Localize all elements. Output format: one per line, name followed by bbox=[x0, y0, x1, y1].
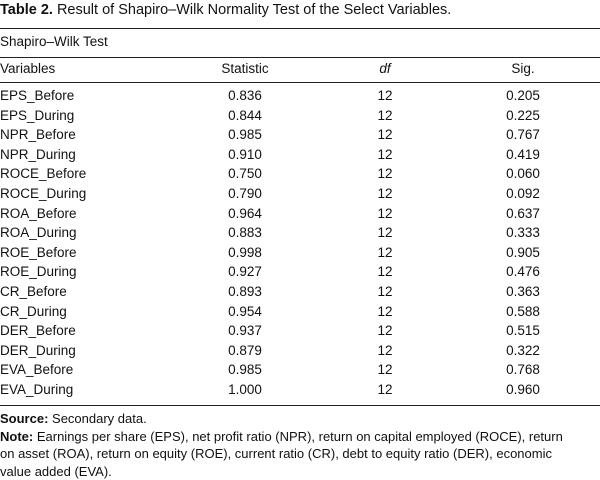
column-header-row: Variables Statistic df Sig. bbox=[0, 59, 600, 79]
column-header-variables: Variables bbox=[0, 61, 56, 76]
table-row: NPR_Before 0.985 12 0.767 bbox=[0, 125, 600, 145]
table-row: ROE_Before 0.998 12 0.905 bbox=[0, 243, 600, 263]
cell-variable: ROA_Before bbox=[0, 205, 77, 221]
cell-variable: DER_Before bbox=[0, 323, 76, 339]
table-row: EPS_During 0.844 12 0.225 bbox=[0, 106, 600, 126]
table-caption: Table 2. Result of Shapiro–Wilk Normalit… bbox=[0, 0, 451, 20]
table-row: CR_During 0.954 12 0.588 bbox=[0, 302, 600, 322]
caption-label: Table 2. bbox=[0, 2, 53, 18]
cell-variable: DER_During bbox=[0, 342, 76, 358]
source-note: Source: Secondary data. bbox=[0, 410, 600, 428]
table-row: ROCE_Before 0.750 12 0.060 bbox=[0, 164, 600, 184]
table-row: DER_Before 0.937 12 0.515 bbox=[0, 321, 600, 341]
cell-variable: CR_During bbox=[0, 303, 67, 319]
table-row: EVA_Before 0.985 12 0.768 bbox=[0, 360, 600, 380]
table-row: ROE_During 0.927 12 0.476 bbox=[0, 262, 600, 282]
note-label: Note: bbox=[0, 428, 34, 444]
table-row: NPR_During 0.910 12 0.419 bbox=[0, 145, 600, 165]
cell-variable: NPR_During bbox=[0, 146, 76, 162]
cell-variable: ROCE_Before bbox=[0, 166, 87, 182]
table-row: ROA_Before 0.964 12 0.637 bbox=[0, 204, 600, 224]
table-row: CR_Before 0.893 12 0.363 bbox=[0, 282, 600, 302]
cell-variable: EPS_During bbox=[0, 107, 75, 123]
note-text-line-3: value added (EVA). bbox=[0, 463, 112, 479]
table-footnotes: Source: Secondary data. Note: Earnings p… bbox=[0, 410, 600, 480]
abbreviation-note-line-1: Note: Earnings per share (EPS), net prof… bbox=[0, 428, 600, 446]
table-row: ROCE_During 0.790 12 0.092 bbox=[0, 184, 600, 204]
source-label: Source: bbox=[0, 411, 49, 426]
table-row: EVA_During 1.000 12 0.960 bbox=[0, 380, 600, 400]
note-text-line-1: Earnings per share (EPS), net profit rat… bbox=[36, 428, 563, 444]
header-bottom-rule bbox=[0, 82, 600, 83]
group-header: Shapiro–Wilk Test bbox=[0, 34, 108, 49]
cell-variable: ROA_During bbox=[0, 225, 77, 241]
cell-variable: ROE_During bbox=[0, 264, 77, 280]
table-bottom-rule bbox=[0, 405, 600, 406]
caption-text: Result of Shapiro–Wilk Normality Test of… bbox=[56, 2, 452, 18]
cell-variable: ROCE_During bbox=[0, 186, 87, 201]
table-top-rule bbox=[0, 28, 600, 29]
cell-variable: EVA_During bbox=[0, 382, 74, 397]
cell-variable: EVA_Before bbox=[0, 362, 74, 378]
cell-variable: NPR_Before bbox=[0, 127, 76, 143]
cell-variable: ROE_Before bbox=[0, 244, 77, 260]
table-row: ROA_During 0.883 12 0.333 bbox=[0, 223, 600, 243]
source-text: Secondary data. bbox=[52, 411, 147, 426]
cell-variable: CR_Before bbox=[0, 284, 67, 299]
table-row: DER_During 0.879 12 0.322 bbox=[0, 341, 600, 361]
note-text-line-2: on asset (ROA), return on equity (ROE), … bbox=[0, 446, 552, 461]
cell-variable: EPS_Before bbox=[0, 88, 75, 103]
table-row: EPS_Before 0.836 12 0.205 bbox=[0, 86, 600, 106]
group-header-rule bbox=[0, 57, 600, 58]
